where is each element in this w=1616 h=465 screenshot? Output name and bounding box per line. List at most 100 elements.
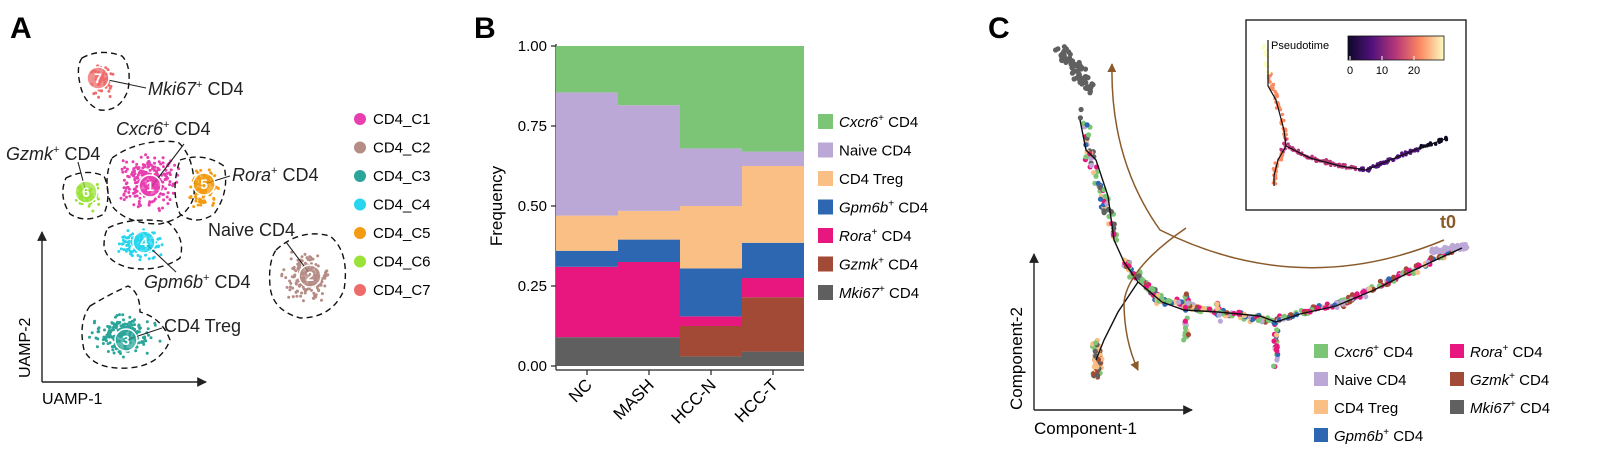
bar-segment <box>742 242 804 278</box>
umap-point <box>215 186 219 189</box>
trajectory-point <box>1460 242 1466 248</box>
umap-point <box>289 281 293 285</box>
umap-point <box>296 279 300 283</box>
umap-point <box>160 243 164 247</box>
legend-swatch <box>818 171 833 186</box>
umap-point <box>148 168 152 172</box>
umap-point <box>122 318 125 322</box>
umap-point <box>146 156 150 159</box>
panel-b-letter: B <box>474 12 496 45</box>
umap-point <box>161 156 165 160</box>
umap-point <box>303 291 307 295</box>
cluster-badge-2 <box>298 264 322 288</box>
umap-point <box>131 160 135 164</box>
umap-point <box>106 324 110 328</box>
umap-point <box>126 229 130 233</box>
umap-point <box>324 271 327 275</box>
trajectory-point <box>1281 313 1288 319</box>
trajectory-point <box>1274 327 1280 333</box>
bar-segment <box>742 297 804 352</box>
umap-point <box>136 167 140 171</box>
bar-segment <box>742 278 804 298</box>
umap-point <box>131 173 135 177</box>
umap-point <box>300 255 304 259</box>
umap-point <box>202 199 206 203</box>
umap-point <box>107 83 111 87</box>
umap-point <box>173 163 177 167</box>
trajectory-point <box>1436 247 1442 253</box>
trajectory-point <box>1063 59 1069 65</box>
cluster-label-4-italic: Gpm6b <box>144 272 203 292</box>
inset-tick-label-20: 20 <box>1408 65 1420 77</box>
trajectory-point <box>1084 122 1090 128</box>
umap-point <box>106 342 110 346</box>
umap-point <box>138 258 142 262</box>
umap-point <box>155 169 159 173</box>
umap-point <box>295 294 299 298</box>
umap-point <box>133 323 136 327</box>
umap-point <box>131 232 135 236</box>
legend-label: CD4_C1 <box>373 111 431 128</box>
trajectory-point <box>1150 287 1156 293</box>
umap-point <box>314 263 318 267</box>
umap-point <box>94 336 98 340</box>
umap-point <box>146 163 150 167</box>
trajectory-point <box>1053 47 1059 53</box>
cluster-label-2: Naive CD4 <box>208 220 295 240</box>
trajectory-point <box>1088 83 1094 89</box>
cluster-2-outline <box>268 233 347 319</box>
inset-point <box>1280 112 1285 117</box>
cluster-label-2-rest: Naive CD4 <box>208 220 295 240</box>
umap-point <box>127 175 131 179</box>
trajectory-point <box>1206 306 1213 312</box>
umap-point <box>149 163 153 167</box>
bar-segment <box>556 46 618 93</box>
umap-point <box>300 291 304 295</box>
umap-point <box>122 178 126 182</box>
umap-point <box>189 195 193 198</box>
umap-point <box>298 284 301 288</box>
bar-segment <box>680 326 742 357</box>
trajectory-point <box>1091 364 1097 370</box>
bar-segment <box>618 239 680 262</box>
umap-point <box>87 204 91 208</box>
umap-point <box>104 339 108 343</box>
trajectory-branch-bottom <box>1095 281 1139 361</box>
trajectory-point <box>1095 180 1101 186</box>
bar-segment <box>680 268 742 317</box>
umap-point <box>137 171 141 175</box>
legend-swatch <box>1314 400 1328 414</box>
umap-point <box>158 237 162 240</box>
umap-point <box>194 195 197 199</box>
umap-point <box>133 194 137 198</box>
umap-point <box>99 89 103 93</box>
trajectory-point <box>1391 274 1397 280</box>
umap-point <box>136 254 140 257</box>
umap-point <box>194 199 198 203</box>
umap-point <box>168 173 172 177</box>
trajectory-point <box>1366 286 1373 292</box>
umap-point <box>323 276 327 280</box>
legend-label: Cxcr6+ CD4 <box>1334 343 1413 361</box>
legend-swatch <box>1450 372 1464 386</box>
trajectory-point <box>1071 76 1077 82</box>
umap-point <box>168 183 171 187</box>
bar-segment <box>618 210 680 240</box>
cluster-outlines <box>62 51 347 369</box>
cluster-badge-1 <box>138 174 162 198</box>
cluster-label-3: CD4 Treg <box>164 316 241 336</box>
leader-7 <box>107 79 147 89</box>
trajectory-point <box>1136 273 1142 279</box>
umap-point <box>106 331 110 335</box>
umap-point <box>113 345 117 349</box>
trajectory-point <box>1076 59 1082 66</box>
umap-point <box>128 233 132 237</box>
bar-segment <box>556 337 618 366</box>
umap-point <box>320 292 324 296</box>
legend-label: Gzmk+ CD4 <box>1470 371 1549 389</box>
umap-point <box>325 269 329 273</box>
cluster-label-5: Rora+ CD4 <box>232 165 318 185</box>
legend-swatch <box>818 199 833 215</box>
umap-point <box>125 167 129 171</box>
